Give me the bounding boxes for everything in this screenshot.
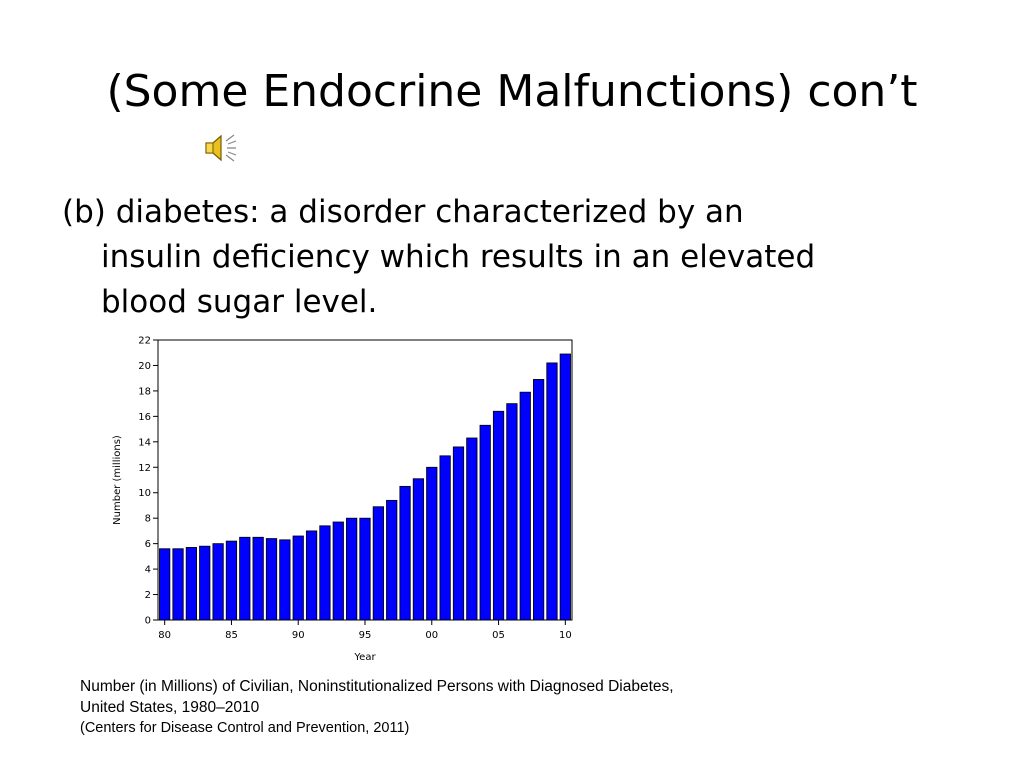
y-tick-label: 16	[138, 412, 151, 423]
bar-1981	[172, 548, 184, 621]
bar-1997	[386, 499, 398, 621]
y-tick-label: 22	[138, 336, 151, 347]
bar-1985	[225, 540, 238, 621]
bar-2007	[519, 391, 531, 621]
bar-1996	[372, 506, 384, 621]
y-axis: 0 2 4 6 8 10 12 14 16 18 20 22	[138, 336, 158, 627]
x-tick-label: 00	[425, 630, 438, 641]
x-tick-label: 10	[559, 630, 572, 641]
bar-2001	[439, 455, 451, 621]
caption-line-1: Number (in Millions) of Civilian, Nonins…	[80, 678, 674, 695]
bar-1998	[399, 485, 411, 621]
bar-2008	[532, 379, 545, 621]
bar-2003	[466, 437, 478, 621]
bullet-line-2: insulin deficiency which results in an e…	[101, 239, 816, 275]
y-axis-label: Number (millions)	[112, 435, 123, 525]
x-axis: 80 85 90 95 00 05 10	[158, 620, 572, 641]
bar-1982	[185, 547, 198, 621]
speaker-icon[interactable]	[200, 128, 242, 168]
slide-title: (Some Endocrine Malfunctions) con’t	[106, 66, 918, 117]
bar-1980	[159, 548, 171, 621]
bar-1983	[199, 545, 211, 621]
bullet-line-1: (b) diabetes: a disorder characterized b…	[62, 194, 744, 230]
x-tick-label: 85	[225, 630, 238, 641]
y-tick-label: 8	[145, 514, 151, 525]
bar-1995	[359, 517, 371, 621]
caption-line-2: United States, 1980–2010	[80, 699, 260, 716]
y-tick-label: 18	[138, 386, 151, 397]
bar-2004	[479, 424, 491, 621]
bar-1987	[252, 536, 264, 621]
x-tick-label: 95	[359, 630, 372, 641]
bar-1991	[305, 530, 318, 621]
bar-2010	[559, 353, 571, 621]
y-tick-label: 4	[145, 565, 151, 576]
bar-1986	[239, 536, 251, 621]
bar-1989	[279, 539, 291, 621]
diabetes-bar-chart: 0 2 4 6 8 10 12 14 16 18 20 22 80 85 90 95 00 05 10 Numbe…	[100, 334, 590, 674]
x-tick-label: 90	[292, 630, 305, 641]
bar-1990	[292, 535, 304, 621]
bar-2000	[426, 466, 438, 621]
bar-2006	[506, 403, 518, 621]
bullet-line-3: blood sugar level.	[101, 284, 378, 320]
y-tick-label: 12	[138, 463, 151, 474]
bars-group	[159, 353, 571, 621]
y-tick-label: 0	[145, 616, 151, 627]
bar-1992	[319, 525, 331, 621]
y-tick-label: 6	[145, 539, 151, 550]
y-tick-label: 14	[138, 437, 151, 448]
bar-2009	[546, 362, 558, 621]
bullet-text: (b) diabetes: a disorder characterized b…	[62, 190, 942, 325]
x-tick-label: 05	[492, 630, 505, 641]
bar-2002	[452, 446, 465, 621]
caption-source: (Centers for Disease Control and Prevent…	[80, 720, 410, 736]
bar-1999	[412, 478, 425, 621]
bar-1988	[265, 538, 278, 621]
y-tick-label: 10	[138, 488, 151, 499]
y-tick-label: 20	[138, 361, 151, 372]
figure-caption: Number (in Millions) of Civilian, Nonins…	[80, 676, 980, 739]
x-axis-label: Year	[353, 652, 376, 663]
bar-1984	[212, 543, 224, 621]
x-tick-label: 80	[158, 630, 171, 641]
bar-2005	[492, 410, 505, 621]
y-tick-label: 2	[145, 590, 151, 601]
chart-svg: 0 2 4 6 8 10 12 14 16 18 20 22 80 85 90 95 00 05 10 Numbe…	[112, 336, 573, 663]
bar-1993	[332, 521, 344, 621]
bar-1994	[346, 517, 358, 621]
